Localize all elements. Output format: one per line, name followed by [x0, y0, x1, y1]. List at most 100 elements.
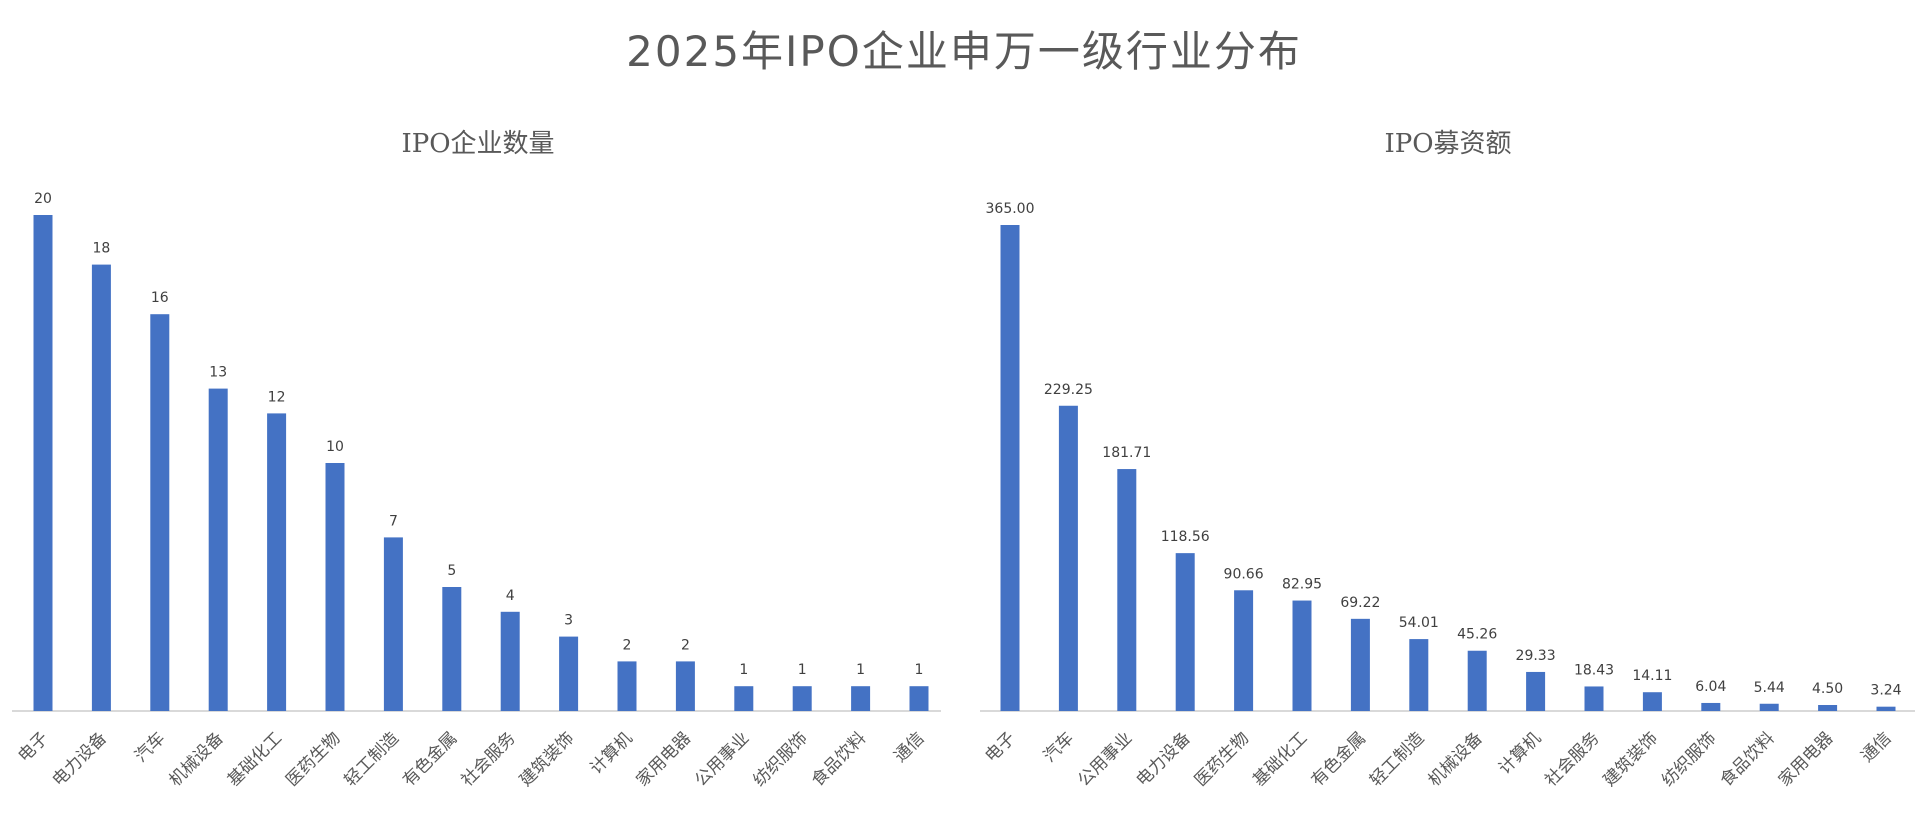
category-label: 机械设备	[166, 728, 228, 790]
data-label: 12	[268, 389, 286, 405]
bar	[1292, 600, 1312, 711]
data-label: 69.22	[1340, 595, 1380, 611]
category-label: 建筑装饰	[1600, 728, 1662, 790]
bar	[1058, 405, 1078, 711]
data-label: 45.26	[1457, 627, 1497, 643]
category-label: 计算机	[1495, 728, 1545, 778]
category-label: 有色金属	[399, 728, 461, 790]
bar	[91, 264, 111, 711]
data-label: 16	[151, 290, 169, 306]
data-label: 82.95	[1282, 577, 1322, 593]
bar	[1759, 703, 1779, 711]
data-label: 18	[92, 241, 110, 257]
category-label: 电子	[981, 728, 1019, 766]
bar	[150, 314, 170, 711]
main-title: 2025年IPO企业申万一级行业分布	[626, 27, 1302, 76]
category-label: 医药生物	[1191, 728, 1253, 790]
bar	[909, 686, 929, 711]
data-label: 3.24	[1870, 683, 1901, 699]
category-label: 电子	[14, 728, 52, 766]
data-label: 365.00	[986, 201, 1035, 217]
data-label: 5	[447, 563, 456, 579]
data-label: 7	[389, 513, 398, 529]
data-label: 1	[798, 662, 807, 678]
data-label: 29.33	[1516, 648, 1556, 664]
bar	[267, 413, 287, 711]
right-chart-title: IPO募资额	[1384, 129, 1511, 159]
bar	[1409, 639, 1429, 711]
bar	[1818, 705, 1838, 711]
bar	[1350, 618, 1370, 711]
data-label: 1	[915, 662, 924, 678]
category-label: 通信	[1857, 728, 1895, 766]
data-label: 90.66	[1224, 566, 1264, 582]
data-label: 4	[506, 588, 515, 604]
bar	[33, 215, 53, 711]
data-label: 13	[209, 365, 227, 381]
bar	[208, 388, 228, 711]
data-label: 181.71	[1102, 445, 1151, 461]
bar	[1526, 671, 1546, 711]
bar	[1642, 692, 1662, 711]
category-label: 公用事业	[1074, 728, 1136, 790]
category-label: 基础化工	[1249, 728, 1311, 790]
category-label: 医药生物	[282, 728, 344, 790]
data-label: 3	[564, 613, 573, 629]
bar	[1467, 650, 1487, 711]
data-label: 18.43	[1574, 662, 1614, 678]
bar	[1234, 590, 1254, 711]
left-chart: 20电子18电力设备16汽车13机械设备12基础化工10医药生物7轻工制造5有色…	[12, 191, 941, 791]
category-label: 汽车	[131, 728, 169, 766]
category-label: 建筑装饰	[516, 728, 578, 790]
bar	[792, 686, 812, 711]
category-label: 社会服务	[1541, 728, 1603, 790]
category-label: 基础化工	[224, 728, 286, 790]
category-label: 轻工制造	[1366, 728, 1428, 790]
bar	[383, 537, 403, 711]
category-label: 有色金属	[1308, 728, 1370, 790]
category-label: 电力设备	[1133, 728, 1195, 790]
category-label: 纺织服饰	[750, 728, 812, 790]
bar	[1584, 686, 1604, 711]
data-label: 118.56	[1161, 529, 1210, 545]
bar	[559, 636, 579, 711]
category-label: 公用事业	[691, 728, 753, 790]
data-label: 54.01	[1399, 615, 1439, 631]
bar	[1876, 706, 1896, 711]
data-label: 229.25	[1044, 382, 1093, 398]
category-label: 食品饮料	[808, 728, 870, 790]
bar	[1701, 702, 1721, 711]
category-label: 纺织服饰	[1658, 728, 1720, 790]
bar	[851, 686, 871, 711]
category-label: 汽车	[1040, 728, 1078, 766]
bar	[325, 463, 345, 711]
left-chart-title: IPO企业数量	[401, 129, 554, 159]
category-label: 电力设备	[49, 728, 111, 790]
data-label: 4.50	[1812, 681, 1843, 697]
bar	[1117, 469, 1137, 711]
data-label: 5.44	[1754, 680, 1785, 696]
category-label: 机械设备	[1425, 728, 1487, 790]
category-label: 食品饮料	[1717, 728, 1779, 790]
data-label: 6.04	[1695, 679, 1726, 695]
bar	[442, 587, 462, 711]
data-label: 20	[34, 191, 52, 207]
bar	[734, 686, 754, 711]
category-label: 轻工制造	[341, 728, 403, 790]
category-label: 社会服务	[458, 728, 520, 790]
bar	[675, 661, 695, 711]
data-label: 10	[326, 439, 344, 455]
data-label: 2	[681, 637, 690, 653]
right-chart: 365.00 电子 229.25 汽车 181.71 公用事业 118.56 电力设备 90.6…	[980, 201, 1915, 791]
bar	[500, 611, 520, 711]
category-label: 家用电器	[633, 728, 695, 790]
data-label: 2	[623, 637, 632, 653]
category-label: 家用电器	[1775, 728, 1837, 790]
data-label: 1	[739, 662, 748, 678]
category-label: 通信	[890, 728, 928, 766]
bar	[1000, 225, 1020, 711]
category-label: 计算机	[586, 728, 636, 778]
data-label: 1	[856, 662, 865, 678]
bar	[617, 661, 637, 711]
